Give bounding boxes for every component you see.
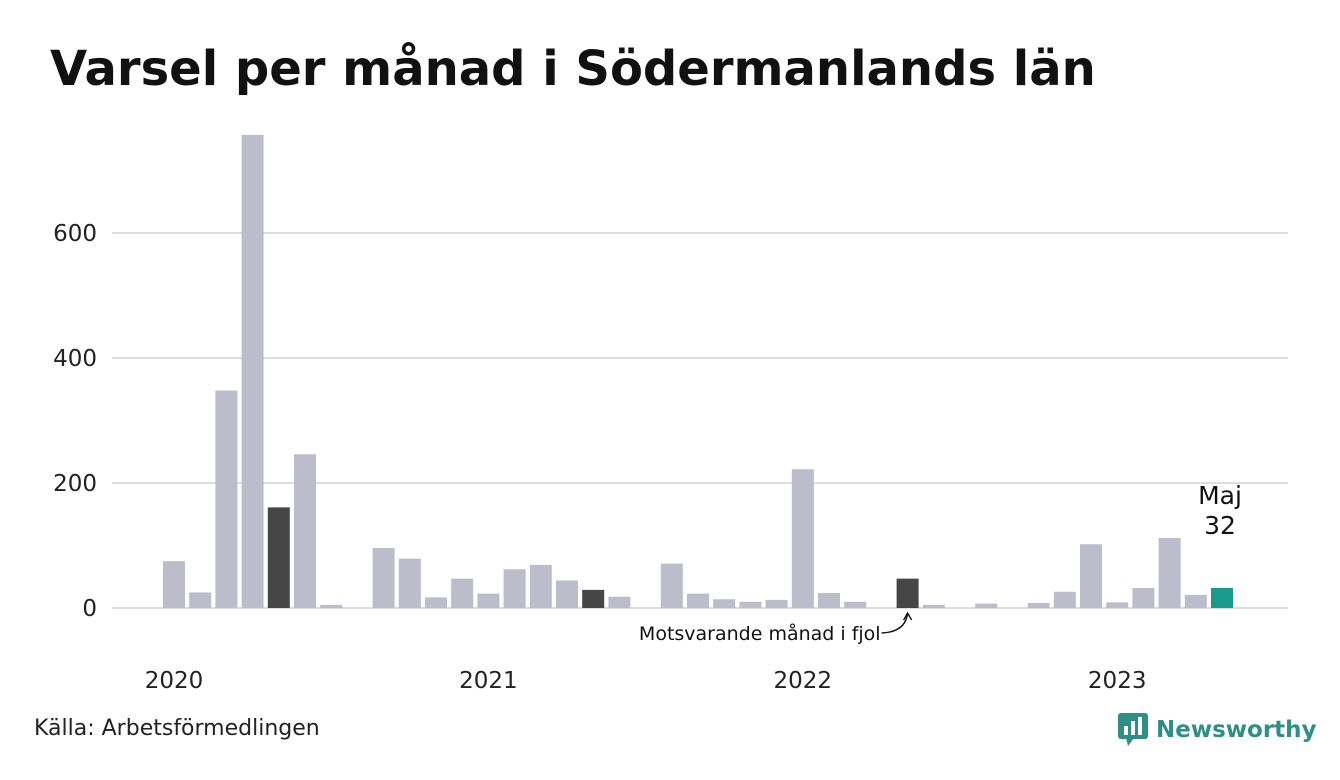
brand-name: Newsworthy <box>1156 717 1317 743</box>
bar-28 <box>896 578 919 608</box>
bar-25 <box>818 593 840 608</box>
bar-17 <box>608 596 631 608</box>
bar-38 <box>1158 538 1181 608</box>
annotation-arrow <box>881 612 909 634</box>
brand-logo[interactable]: Newsworthy <box>1118 713 1317 747</box>
chart-title: Varsel per månad i Södermanlands län <box>50 41 1096 97</box>
y-tick-label-0: 0 <box>82 596 97 622</box>
y-tick-label-600: 600 <box>53 221 97 247</box>
x-tick-label-2020: 2020 <box>145 668 204 694</box>
annotation-current-value: 32 <box>1204 511 1236 540</box>
bar-14 <box>529 564 552 608</box>
bars <box>163 134 1233 608</box>
bar-16 <box>582 589 605 608</box>
annotation-arrowhead <box>902 611 913 621</box>
x-axis-year-labels: 2020 2021 2022 2023 <box>145 668 1147 694</box>
bar-11 <box>451 578 474 608</box>
bar-15 <box>556 580 578 608</box>
x-tick-label-2021: 2021 <box>459 668 518 694</box>
bar-19 <box>660 563 683 608</box>
bar-10 <box>425 597 447 608</box>
bar-8 <box>372 548 395 608</box>
bar-13 <box>503 569 526 608</box>
annotation-current-month: Maj <box>1198 481 1242 510</box>
y-tick-label-400: 400 <box>53 346 97 372</box>
bar-4 <box>267 507 290 608</box>
bar-33 <box>1027 603 1050 608</box>
bar-22 <box>739 601 762 608</box>
y-axis-tick-labels: 0 200 400 600 <box>53 221 97 622</box>
bar-1 <box>189 592 212 608</box>
bar-5 <box>294 454 316 608</box>
bar-6 <box>320 604 343 608</box>
bar-26 <box>844 601 867 608</box>
bar-34 <box>1053 591 1076 608</box>
bar-23 <box>765 599 788 608</box>
bar-24 <box>791 469 814 608</box>
source-note: Källa: Arbetsförmedlingen <box>34 716 320 741</box>
bar-29 <box>922 604 945 608</box>
annotation-previous-year: Motsvarande månad i fjol <box>639 622 881 645</box>
bar-39 <box>1184 594 1207 608</box>
x-tick-label-2023: 2023 <box>1088 668 1147 694</box>
bar-35 <box>1080 544 1102 608</box>
bar-40 <box>1211 588 1233 608</box>
bar-20 <box>687 593 709 608</box>
bar-0 <box>163 561 185 608</box>
bar-12 <box>477 593 500 608</box>
x-tick-label-2022: 2022 <box>774 668 833 694</box>
newsworthy-logo-icon <box>1118 713 1148 746</box>
y-tick-label-200: 200 <box>53 471 97 497</box>
bar-31 <box>975 603 998 608</box>
bar-3 <box>241 134 264 608</box>
bar-21 <box>713 599 736 608</box>
bar-2 <box>215 390 238 608</box>
bar-36 <box>1106 602 1129 608</box>
bar-37 <box>1132 588 1155 608</box>
bar-9 <box>398 558 421 608</box>
